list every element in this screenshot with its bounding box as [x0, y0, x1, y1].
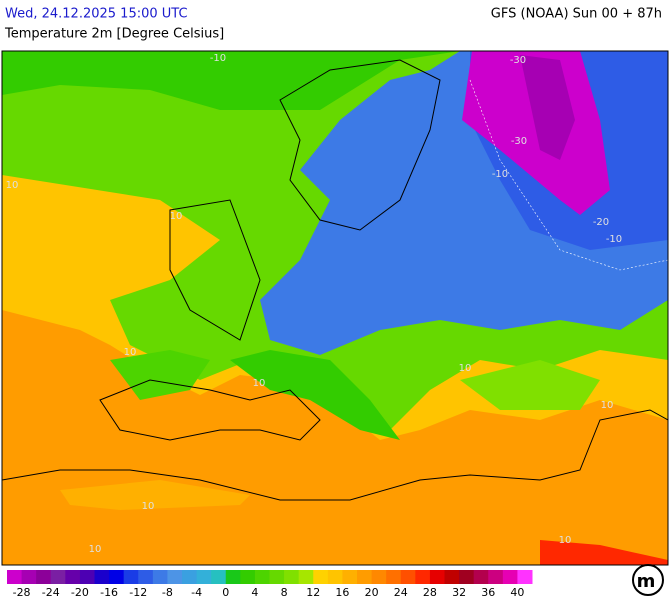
legend-tick-label: -28 — [13, 586, 31, 599]
legend-swatch — [444, 570, 460, 584]
legend-swatch — [269, 570, 285, 584]
legend-swatch — [123, 570, 139, 584]
legend-swatch — [240, 570, 256, 584]
legend-tick-label: 16 — [335, 586, 349, 599]
legend-swatch — [21, 570, 37, 584]
logo: m — [632, 564, 664, 596]
legend-swatch — [502, 570, 518, 584]
legend-swatch — [94, 570, 110, 584]
legend-swatch — [50, 570, 66, 584]
legend-tick-label: -4 — [191, 586, 202, 599]
legend-swatch — [371, 570, 387, 584]
legend-tick-label: 8 — [281, 586, 288, 599]
legend-swatch — [167, 570, 183, 584]
legend-swatch — [225, 570, 241, 584]
legend-swatch — [342, 570, 358, 584]
legend-swatch — [152, 570, 168, 584]
contour-label: -30 — [511, 136, 527, 147]
legend-tick-label: 24 — [394, 586, 408, 599]
legend-swatch — [36, 570, 52, 584]
contour-label: 10 — [6, 180, 19, 191]
legend-swatch — [182, 570, 198, 584]
legend-tick-label: -12 — [129, 586, 147, 599]
contour-label: 10 — [601, 400, 614, 411]
legend-tick-label: -24 — [42, 586, 60, 599]
legend-tick-label: 40 — [510, 586, 524, 599]
legend-tick-label: -8 — [162, 586, 173, 599]
contour-label: 10 — [253, 378, 266, 389]
legend-swatch — [254, 570, 270, 584]
legend-swatch — [298, 570, 314, 584]
color-legend: -28 -24 -20 -16 -12 -8 -4 0 4 8 12 16 20 24 28 32 36 40 — [7, 570, 533, 599]
map-title: Temperature 2m [Degree Celsius] — [4, 27, 224, 42]
legend-swatch — [400, 570, 416, 584]
legend-tick-label: 12 — [306, 586, 320, 599]
legend-tick-label: 28 — [423, 586, 437, 599]
legend-swatch — [138, 570, 154, 584]
legend-tick-label: 20 — [365, 586, 379, 599]
legend-tick-label: 0 — [222, 586, 229, 599]
legend-swatch — [429, 570, 445, 584]
legend-tick-label: -20 — [71, 586, 89, 599]
contour-label: -10 — [492, 169, 508, 180]
legend-tick-label: 32 — [452, 586, 466, 599]
legend-swatch — [473, 570, 489, 584]
legend-swatch — [313, 570, 329, 584]
legend-swatch — [415, 570, 431, 584]
contour-label: 10 — [459, 363, 472, 374]
legend-swatch — [459, 570, 475, 584]
legend-swatch — [488, 570, 504, 584]
legend-swatch — [386, 570, 402, 584]
legend-swatch — [284, 570, 300, 584]
legend-swatch — [79, 570, 95, 584]
legend-swatch — [65, 570, 81, 584]
legend-tick-label: 36 — [481, 586, 495, 599]
legend-tick-label: 4 — [251, 586, 258, 599]
contour-label: -30 — [510, 55, 526, 66]
legend-swatch — [196, 570, 212, 584]
legend-swatch — [517, 570, 533, 584]
valid-time: Wed, 24.12.2025 15:00 UTC — [5, 7, 188, 22]
contour-label: 10 — [170, 211, 183, 222]
contour-label: 10 — [89, 544, 102, 555]
contour-label: -10 — [210, 53, 226, 64]
legend-tick-label: -16 — [100, 586, 118, 599]
legend-swatch — [357, 570, 373, 584]
contour-label: -20 — [593, 217, 609, 228]
model-run: GFS (NOAA) Sun 00 + 87h — [491, 7, 662, 22]
legend-swatch — [109, 570, 125, 584]
contour-label: -10 — [606, 234, 622, 245]
legend-swatch — [327, 570, 343, 584]
logo-text: m — [637, 571, 656, 592]
legend-swatch — [7, 570, 23, 584]
map: -30 -30 -10 -20 -10 -10 10 10 10 10 10 10 10 10 10 — [1, 50, 669, 566]
contour-label: 10 — [124, 347, 137, 358]
contour-label: 10 — [559, 535, 572, 546]
legend-swatch — [211, 570, 227, 584]
contour-label: 10 — [142, 501, 155, 512]
